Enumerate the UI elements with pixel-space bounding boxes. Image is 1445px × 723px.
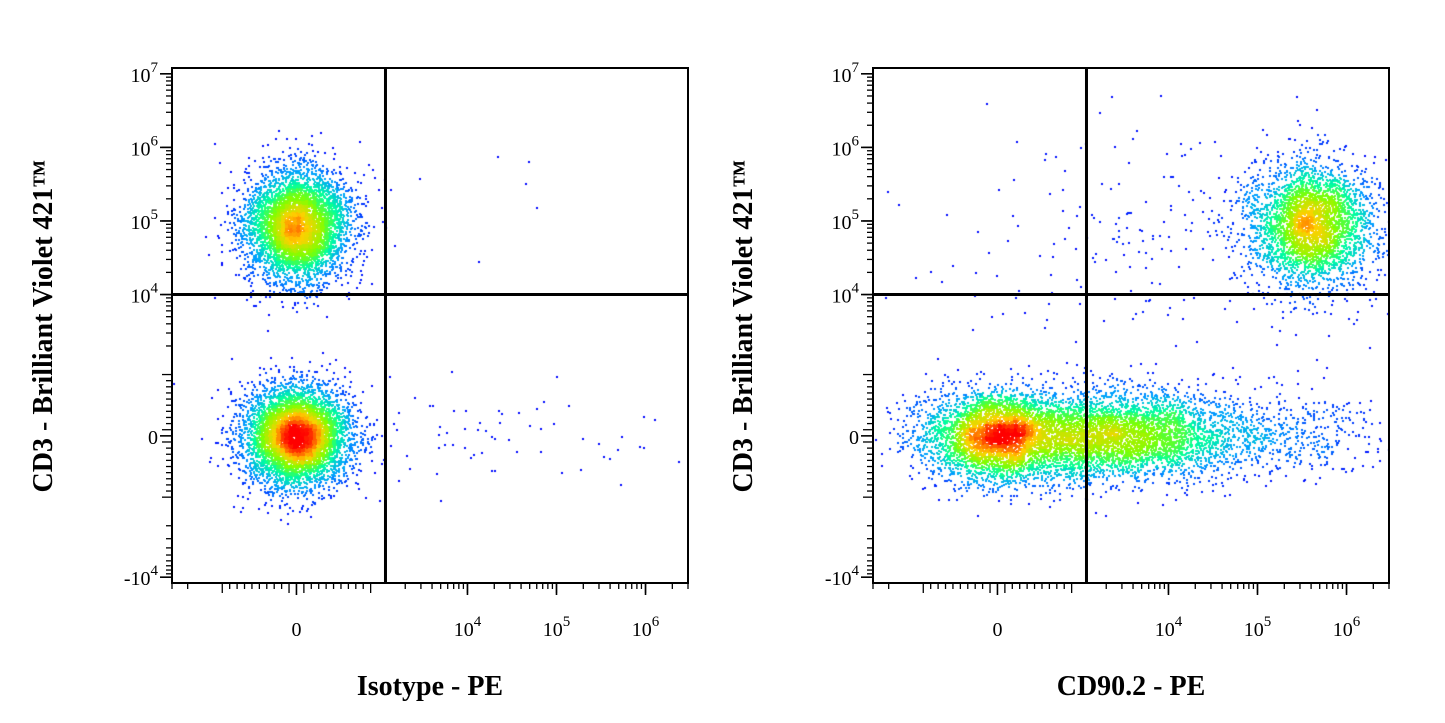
- y-tick-label: -104: [124, 563, 159, 590]
- x-axis-title: CD90.2 - PE: [1057, 671, 1206, 702]
- x-tick-label: 0: [291, 619, 301, 641]
- x-tick-label: 105: [543, 614, 571, 641]
- density-scatter-cd90: [873, 68, 1389, 583]
- y-tick-label: 105: [832, 207, 860, 234]
- y-tick-label: 107: [131, 60, 159, 87]
- x-tick-label: 104: [454, 614, 482, 641]
- x-minor-ticks: [872, 583, 1390, 593]
- y-minor-ticks: [863, 73, 873, 578]
- x-minor-ticks: [171, 583, 689, 593]
- plot-cd90: 0 104 105 106 -104 0 104 105 106 107 CD90.2 - PE CD…: [700, 0, 1445, 723]
- x-tick-label: 106: [1333, 614, 1361, 641]
- x-tick-label: 105: [1244, 614, 1272, 641]
- y-tick-label: 0: [148, 427, 158, 449]
- y-tick-label: -104: [825, 563, 860, 590]
- y-tick-label: 106: [832, 133, 860, 160]
- y-axis-title: CD3 - Brilliant Violet 421™: [728, 160, 759, 493]
- plot-isotype: 0 104 105 106 -104 0 104 105 106 107 Isotype - PE C…: [0, 0, 720, 723]
- x-axis-title: Isotype - PE: [357, 671, 503, 702]
- y-tick-label: 106: [131, 133, 159, 160]
- y-tick-label: 104: [131, 281, 159, 308]
- x-tick-label: 0: [992, 619, 1002, 641]
- plot-frame: [171, 67, 689, 584]
- axes-isotype: 0 104 105 106 -104 0 104 105 106 107 Isotype - PE C…: [28, 60, 689, 702]
- y-minor-ticks: [162, 73, 172, 578]
- plot-frame: [872, 67, 1390, 584]
- x-tick-label: 104: [1155, 614, 1183, 641]
- y-axis-title: CD3 - Brilliant Violet 421™: [28, 160, 59, 493]
- y-tick-label: 107: [832, 60, 860, 87]
- density-scatter-isotype: [172, 68, 688, 583]
- y-tick-label: 0: [849, 427, 859, 449]
- y-tick-label: 105: [131, 207, 159, 234]
- axes-cd90: 0 104 105 106 -104 0 104 105 106 107 CD90.2 - PE CD…: [728, 60, 1390, 702]
- y-tick-label: 104: [832, 281, 860, 308]
- x-tick-label: 106: [632, 614, 660, 641]
